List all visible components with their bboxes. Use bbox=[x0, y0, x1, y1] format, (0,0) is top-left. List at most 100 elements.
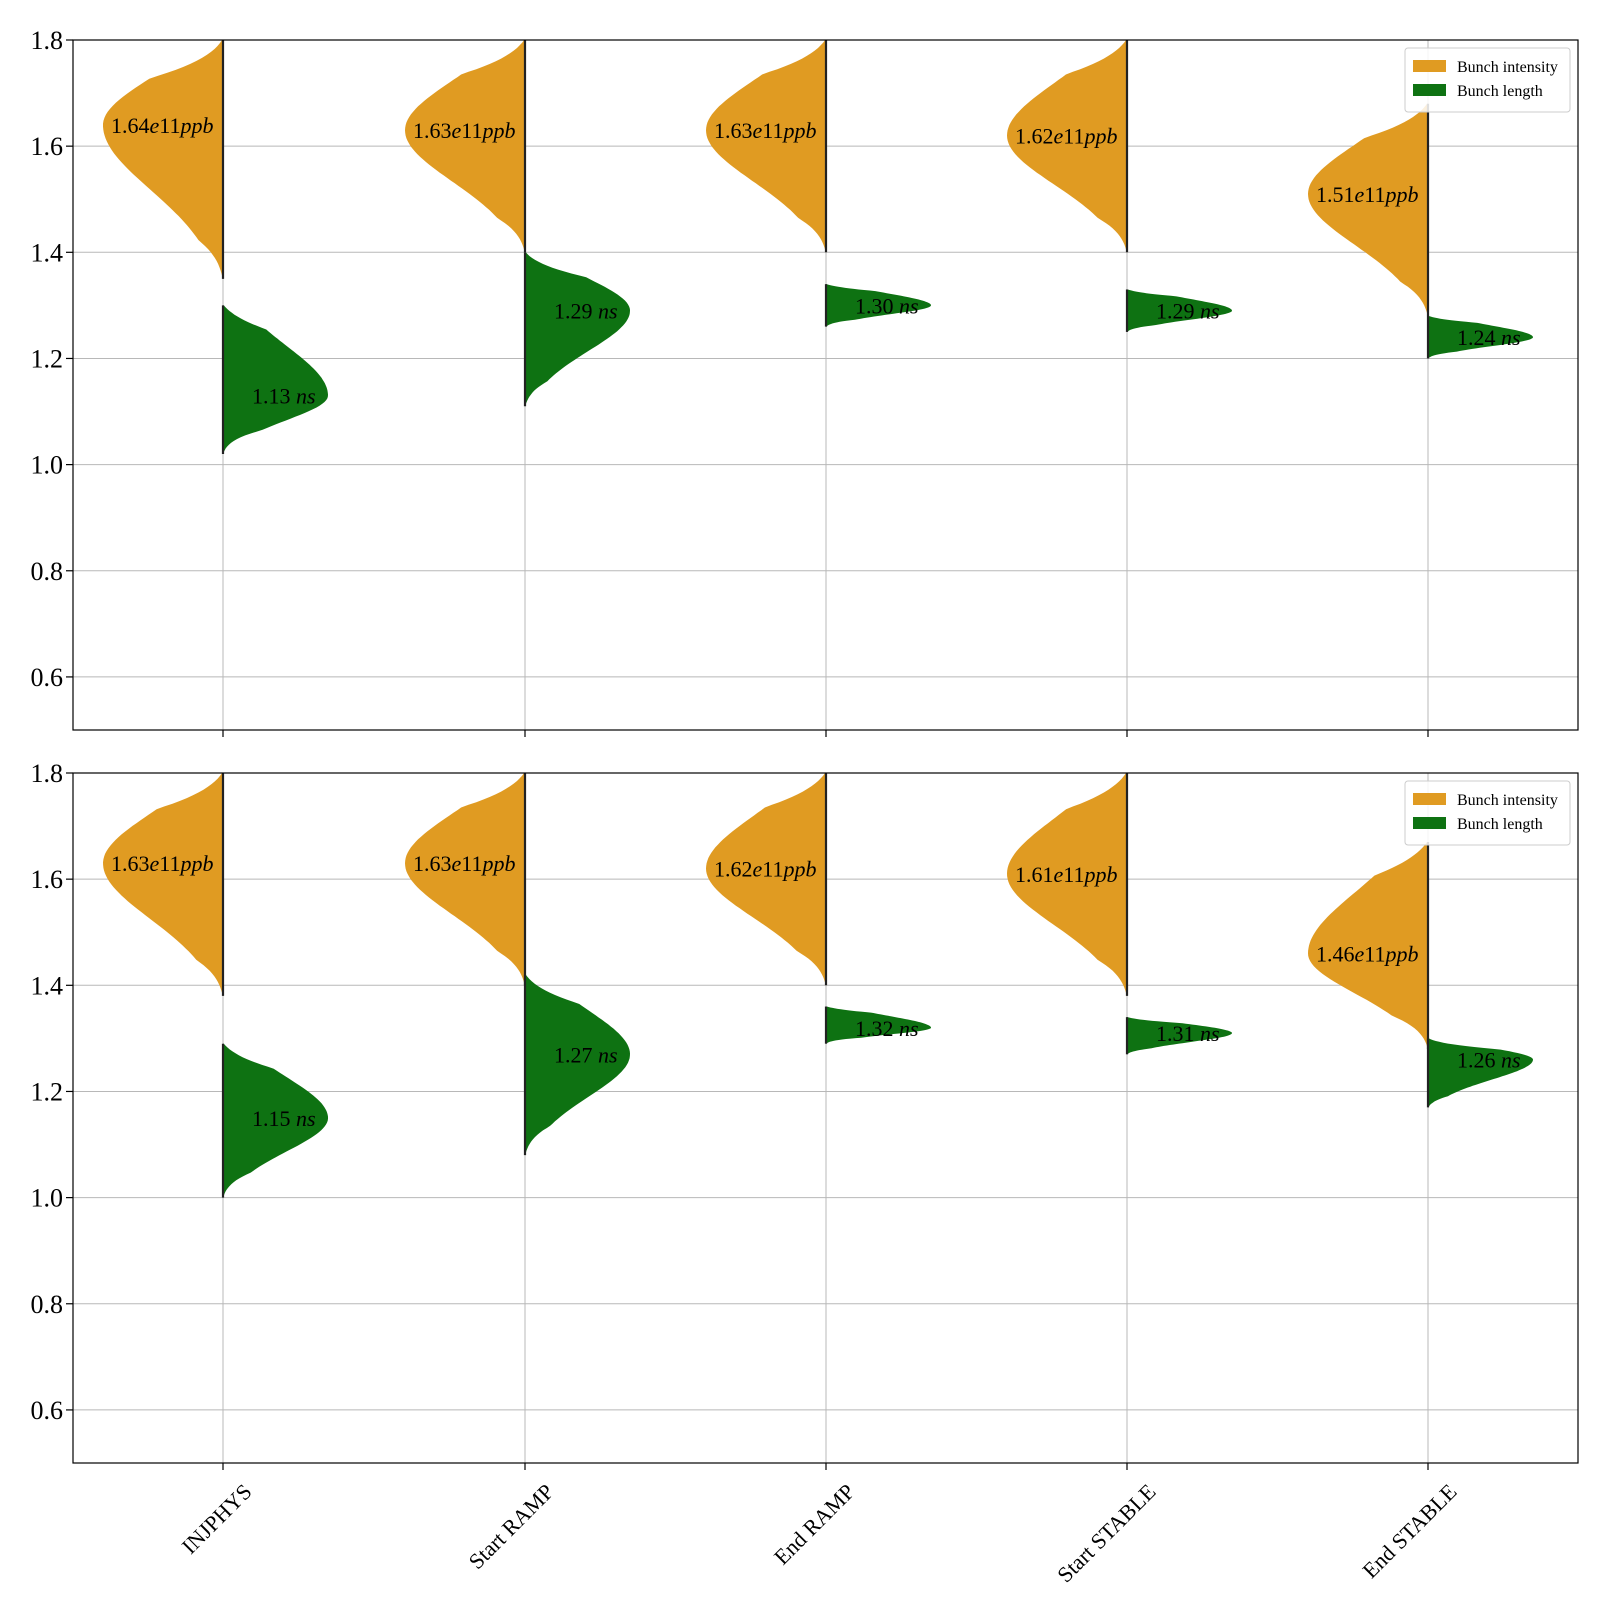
xtick-label: End RAMP bbox=[769, 1479, 860, 1570]
label-exponent: e bbox=[1355, 182, 1365, 207]
label-exponent: e bbox=[150, 851, 160, 876]
legend-box bbox=[1404, 47, 1571, 113]
intensity-label: 1.63e11ppb bbox=[413, 851, 515, 876]
label-unit: ns bbox=[296, 1106, 316, 1131]
violin-intensity-end-ramp bbox=[706, 40, 826, 253]
label-number: 1.63 bbox=[413, 851, 452, 876]
label-number: 1.15 bbox=[252, 1106, 291, 1131]
legend-swatch-intensity bbox=[1413, 793, 1446, 805]
violin-intensity-injphys bbox=[103, 773, 223, 996]
intensity-label: 1.63e11ppb bbox=[714, 118, 816, 143]
label-exponent-digits: 11 bbox=[1364, 182, 1385, 207]
label-unit: ppb bbox=[781, 118, 816, 143]
panel-bottom: 1.63e11ppb 1.63e11ppb 1.62e11ppb 1.61e11ppb… bbox=[31, 759, 1579, 1587]
ytick-label: 0.6 bbox=[31, 1396, 64, 1425]
ytick-label: 1.4 bbox=[31, 238, 64, 267]
label-number: 1.46 bbox=[1316, 941, 1355, 966]
label-number: 1.29 bbox=[1156, 299, 1195, 324]
legend-swatch-length bbox=[1413, 817, 1446, 829]
ytick-label: 0.8 bbox=[31, 1290, 64, 1319]
label-exponent-digits: 11 bbox=[762, 857, 783, 882]
ytick-label: 1.8 bbox=[31, 26, 64, 55]
legend-label: Bunch intensity bbox=[1457, 792, 1558, 809]
label-unit: ns bbox=[1200, 1021, 1220, 1046]
ytick-label: 1.4 bbox=[31, 971, 64, 1000]
label-unit: ppb bbox=[480, 118, 515, 143]
length-label: 1.30 ns bbox=[855, 293, 919, 318]
label-unit: ppb bbox=[178, 851, 213, 876]
ytick-label: 1.2 bbox=[31, 344, 64, 373]
label-unit: ppb bbox=[178, 113, 213, 138]
label-number: 1.13 bbox=[252, 384, 291, 409]
label-number: 1.51 bbox=[1316, 182, 1355, 207]
label-number: 1.62 bbox=[714, 857, 753, 882]
length-label: 1.24 ns bbox=[1457, 325, 1521, 350]
label-exponent-digits: 11 bbox=[762, 118, 783, 143]
xtick-label: Start STABLE bbox=[1052, 1479, 1160, 1587]
label-number: 1.30 bbox=[855, 293, 894, 318]
legend-label: Bunch intensity bbox=[1457, 59, 1558, 76]
violin-intensity-injphys bbox=[103, 40, 223, 279]
label-exponent: e bbox=[150, 113, 160, 138]
length-label: 1.15 ns bbox=[252, 1106, 316, 1131]
label-exponent-digits: 11 bbox=[1063, 862, 1084, 887]
label-number: 1.29 bbox=[554, 299, 593, 324]
label-unit: ns bbox=[1200, 299, 1220, 324]
label-exponent-digits: 11 bbox=[159, 851, 180, 876]
label-exponent-digits: 11 bbox=[1364, 941, 1385, 966]
label-unit: ns bbox=[296, 384, 316, 409]
violin-length-end-ramp bbox=[826, 1006, 931, 1044]
label-number: 1.64 bbox=[111, 113, 150, 138]
violin-length-end-stable bbox=[1428, 316, 1533, 359]
legend-label: Bunch length bbox=[1457, 83, 1543, 100]
violin-length-end-stable bbox=[1428, 1038, 1533, 1108]
label-exponent: e bbox=[452, 851, 462, 876]
ytick-label: 0.6 bbox=[31, 663, 64, 692]
label-unit: ppb bbox=[1082, 862, 1117, 887]
label-unit: ns bbox=[899, 1016, 919, 1041]
ytick-label: 1.2 bbox=[31, 1077, 64, 1106]
legend: Bunch intensity Bunch length bbox=[1404, 780, 1571, 846]
violin-length-start-ramp bbox=[525, 974, 630, 1156]
intensity-label: 1.63e11ppb bbox=[111, 851, 213, 876]
violin-length-start-stable bbox=[1127, 1017, 1232, 1055]
label-exponent: e bbox=[753, 118, 763, 143]
violin-length-injphys bbox=[223, 1043, 328, 1198]
plot-area bbox=[103, 773, 1533, 1198]
violin-intensity-start-stable bbox=[1007, 773, 1127, 996]
legend: Bunch intensity Bunch length bbox=[1404, 47, 1571, 113]
label-exponent-digits: 11 bbox=[461, 851, 482, 876]
intensity-label: 1.63e11ppb bbox=[413, 118, 515, 143]
ytick-label: 1.6 bbox=[31, 865, 64, 894]
label-unit: ns bbox=[1501, 325, 1521, 350]
violin-length-start-stable bbox=[1127, 289, 1232, 332]
label-exponent: e bbox=[1355, 941, 1365, 966]
label-unit: ns bbox=[598, 1042, 618, 1067]
label-unit: ppb bbox=[1383, 182, 1418, 207]
intensity-label: 1.46e11ppb bbox=[1316, 941, 1418, 966]
label-exponent: e bbox=[1054, 124, 1064, 149]
label-number: 1.26 bbox=[1457, 1048, 1496, 1073]
legend-label: Bunch length bbox=[1457, 816, 1543, 833]
violin-intensity-end-ramp bbox=[706, 773, 826, 986]
label-exponent: e bbox=[1054, 862, 1064, 887]
violin-intensity-start-ramp bbox=[405, 40, 525, 253]
label-exponent: e bbox=[452, 118, 462, 143]
violin-intensity-start-ramp bbox=[405, 773, 525, 986]
ytick-label: 1.0 bbox=[31, 451, 64, 480]
label-unit: ns bbox=[598, 299, 618, 324]
label-exponent: e bbox=[753, 857, 763, 882]
xtick-label: End STABLE bbox=[1357, 1479, 1461, 1583]
plot-area bbox=[103, 40, 1533, 454]
label-unit: ppb bbox=[480, 851, 515, 876]
label-unit: ns bbox=[1501, 1048, 1521, 1073]
label-unit: ns bbox=[899, 293, 919, 318]
intensity-label: 1.62e11ppb bbox=[714, 857, 816, 882]
label-number: 1.31 bbox=[1156, 1021, 1195, 1046]
label-unit: ppb bbox=[1082, 124, 1117, 149]
length-label: 1.29 ns bbox=[554, 299, 618, 324]
label-exponent-digits: 11 bbox=[1063, 124, 1084, 149]
intensity-label: 1.62e11ppb bbox=[1015, 124, 1117, 149]
label-exponent-digits: 11 bbox=[461, 118, 482, 143]
